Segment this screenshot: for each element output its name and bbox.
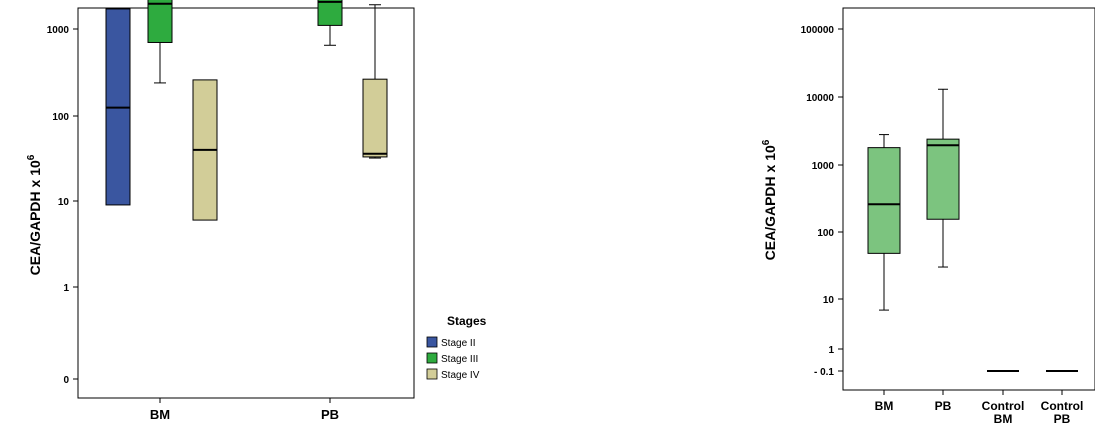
chart2-y-tick-label: 10000 <box>806 93 834 104</box>
box-body <box>362 78 388 158</box>
legend-label: Stage III <box>441 354 478 365</box>
chart2-x-tick-label-line2: PB <box>1054 412 1071 426</box>
chart2-y-tick-label: 1 <box>828 345 834 356</box>
chart2-x-tick-label: Control PB <box>1041 399 1084 426</box>
chart2-box-pb <box>926 88 960 268</box>
chart2-plot-frame <box>842 7 1095 391</box>
legend-swatch <box>426 352 438 364</box>
chart2-box-bm <box>867 134 901 311</box>
chart2-y-tick-label: 100 <box>817 228 834 239</box>
chart2-y-tick-label: 10 <box>823 295 835 306</box>
chart1-box-stage-iii-pb <box>317 0 343 46</box>
chart2-x-tick-label: BM <box>875 399 894 413</box>
chart1-y-tick-label: 1000 <box>47 25 70 36</box>
chart1-y-tick-label: 100 <box>52 112 69 123</box>
legend-label: Stage IV <box>441 370 480 381</box>
box-body <box>867 147 901 254</box>
chart2-y-tick-label: 100000 <box>801 25 835 36</box>
legend-swatch <box>426 336 438 348</box>
chart2-y-ticks: 100000 10000 1000 100 10 1 - 0.1 <box>801 25 843 378</box>
chart2-y-axis-title: CEA/GAPDH x 106 <box>761 139 778 260</box>
chart1-x-ticks: BM PB <box>150 398 339 422</box>
chart2-x-tick-label-line2: BM <box>994 412 1013 426</box>
chart1-y-axis-title: CEA/GAPDH x 106 <box>26 154 43 275</box>
box-body <box>926 138 960 220</box>
chart2-boxes <box>867 88 1078 372</box>
chart2-x-tick-label-line1: Control <box>982 399 1025 413</box>
legend-label: Stage II <box>441 338 475 349</box>
legend-entries: Stage II Stage III Stage IV <box>426 336 480 381</box>
legend-swatch <box>426 368 438 380</box>
chart1-x-tick-label: BM <box>150 407 170 422</box>
chart1-y-tick-label: 10 <box>58 197 70 208</box>
chart2-y-tick-label: 1000 <box>812 161 835 172</box>
legend: Stages Stage II Stage III Stage IV <box>426 314 487 381</box>
chart1-box-stage-iv-pb <box>362 4 388 159</box>
chart1-box-stage-ii-bm <box>105 8 131 206</box>
chart1-plot-frame <box>77 7 415 399</box>
box-body <box>317 0 343 26</box>
chart1-y-ticks: 1000010001001010 <box>47 25 78 386</box>
chart2: CEA/GAPDH x 106 100000 10000 1000 100 10 1 - 0… <box>761 7 1095 426</box>
chart1-x-tick-label: PB <box>321 407 339 422</box>
chart1-y-tick-label: 0 <box>63 375 69 386</box>
chart2-y-tick-label: - 0.1 <box>814 367 834 378</box>
legend-title: Stages <box>447 314 487 328</box>
chart1-box-stage-iii-bm <box>147 0 173 84</box>
chart2-x-tick-label-line1: Control <box>1041 399 1084 413</box>
chart1-y-tick-label: 1 <box>63 283 69 294</box>
chart2-x-tick-label: Control BM <box>982 399 1025 426</box>
chart1-boxes <box>105 0 388 221</box>
box-body <box>147 0 173 43</box>
chart1-box-stage-iv-bm <box>192 79 218 221</box>
chart2-x-tick-label: PB <box>935 399 952 413</box>
